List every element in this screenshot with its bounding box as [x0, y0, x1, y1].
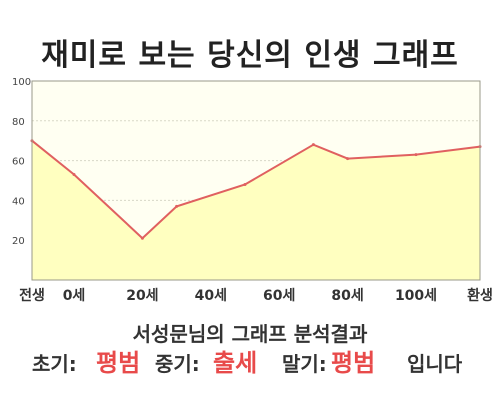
- y-axis-ticks: 20 40 60 80 100: [12, 77, 31, 247]
- y-tick-label-60: 60: [12, 157, 25, 168]
- chart-title: 재미로 보는 당신의 인생 그래프: [41, 38, 459, 73]
- x-tick-label: 전생: [19, 287, 45, 304]
- result-suffix: 입니다: [407, 352, 463, 376]
- data-point-3: [175, 204, 179, 208]
- axes: [31, 80, 481, 281]
- late-label: 말기:: [282, 352, 327, 376]
- area-fill: [32, 140, 480, 280]
- plot-border: [31, 80, 481, 281]
- data-point-1: [72, 173, 76, 177]
- analysis-result: 초기: 평범 중기: 출세 말기: 평범 입니다: [0, 344, 500, 384]
- y-tick-label-80: 80: [12, 117, 25, 128]
- data-point-7: [414, 153, 418, 157]
- data-point-4: [243, 182, 247, 186]
- y-tick-label-100: 100: [12, 77, 31, 88]
- x-tick-label: 20세: [126, 288, 158, 304]
- analysis-heading: 서성문님의 그래프 분석결과: [132, 322, 368, 346]
- x-tick-label: 80세: [331, 288, 363, 304]
- x-tick-label: 0세: [63, 288, 86, 304]
- late-value: 평범: [331, 349, 376, 377]
- x-tick-label: 60세: [263, 288, 295, 304]
- middle-value: 출세: [213, 349, 258, 377]
- early-label: 초기:: [32, 352, 77, 376]
- x-tick-label: 40세: [195, 288, 227, 304]
- y-tick-label-40: 40: [12, 196, 25, 207]
- x-tick-label: 환생: [467, 287, 493, 304]
- data-point-6: [346, 157, 350, 161]
- data-point-5: [311, 143, 315, 147]
- x-tick-label: 100세: [395, 288, 437, 304]
- early-value: 평범: [96, 349, 141, 377]
- middle-label: 중기:: [155, 352, 200, 376]
- x-axis-ticks: 전생 0세 20세 40세 60세 80세 100세 환생: [19, 287, 493, 304]
- y-tick-label-20: 20: [12, 236, 25, 247]
- data-point-2: [140, 236, 144, 240]
